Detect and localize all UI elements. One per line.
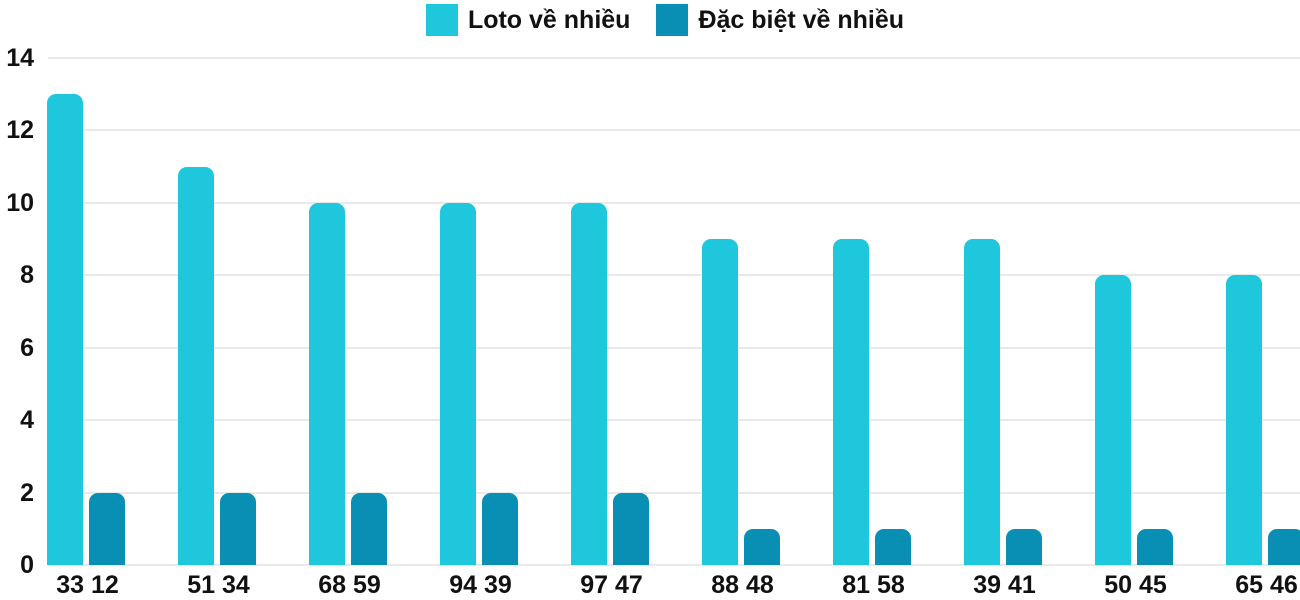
y-axis-tick-label: 14 [6,44,34,72]
bar-loto-33-12[interactable] [46,94,83,565]
legend-item-dacbiet[interactable]: Đặc biệt về nhiều [656,2,904,38]
bar-loto-94-39[interactable] [439,202,476,565]
bar-loto-88-48[interactable] [701,239,738,565]
x-axis-tick-label: 97 47 [580,571,643,599]
x-axis-tick-label: 50 45 [1104,571,1167,599]
y-axis-tick-label: 10 [6,188,34,217]
x-axis-tick-label: 81 58 [842,571,905,599]
bar-dacbiet-88-48[interactable] [743,528,780,565]
legend-item-loto[interactable]: Loto về nhiều [425,2,631,38]
bar-dacbiet-97-47[interactable] [612,492,649,565]
bar-loto-97-47[interactable] [570,202,607,565]
y-axis-tick-label: 6 [20,333,34,362]
bar-dacbiet-39-41[interactable] [1005,528,1042,565]
bar-dacbiet-68-59[interactable] [350,492,387,565]
legend-label-dacbiet: Đặc biệt về nhiều [698,6,905,34]
y-axis-tick-label: 8 [20,261,34,290]
bar-dacbiet-81-58[interactable] [874,528,911,565]
bar-dacbiet-94-39[interactable] [481,492,518,565]
y-axis-tick-label: 12 [6,116,34,145]
y-axis-tick-label: 4 [20,406,34,435]
bar-loto-50-45[interactable] [1094,275,1131,565]
bar-loto-81-58[interactable] [832,239,869,565]
x-axis-tick-label: 39 41 [973,571,1036,599]
x-axis-tick-label: 51 34 [187,571,250,599]
y-axis-tick-label: 2 [20,478,34,507]
bar-dacbiet-33-12[interactable] [88,492,125,565]
gridline-y-10 [48,201,1300,204]
gridline-y-0 [48,564,1300,566]
bar-loto-65-46[interactable] [1225,275,1262,565]
bar-dacbiet-51-34[interactable] [219,492,256,565]
gridline-y-8 [48,274,1300,277]
y-axis-tick-label: 0 [20,551,34,579]
bar-dacbiet-65-46[interactable] [1267,528,1300,565]
gridline-y-4 [48,419,1300,422]
bar-dacbiet-50-45[interactable] [1136,528,1173,565]
chart-legend: Loto về nhiều Đặc biệt về nhiều [0,2,1300,38]
bar-loto-39-41[interactable] [963,239,1000,565]
x-axis-tick-label: 68 59 [318,571,381,599]
x-axis-tick-label: 88 48 [711,571,774,599]
x-axis-tick-label: 33 12 [56,571,119,599]
legend-swatch-dacbiet-icon [656,4,689,36]
gridline-y-2 [48,491,1300,494]
bar-loto-68-59[interactable] [308,202,345,565]
legend-swatch-loto-icon [425,4,458,36]
x-axis-tick-label: 94 39 [449,571,512,599]
bar-loto-51-34[interactable] [177,166,214,565]
gridline-y-6 [48,346,1300,349]
gridline-y-12 [48,129,1300,132]
gridline-y-14 [48,57,1300,59]
x-axis-tick-label: 65 46 [1235,571,1298,599]
legend-label-loto: Loto về nhiều [467,6,631,34]
